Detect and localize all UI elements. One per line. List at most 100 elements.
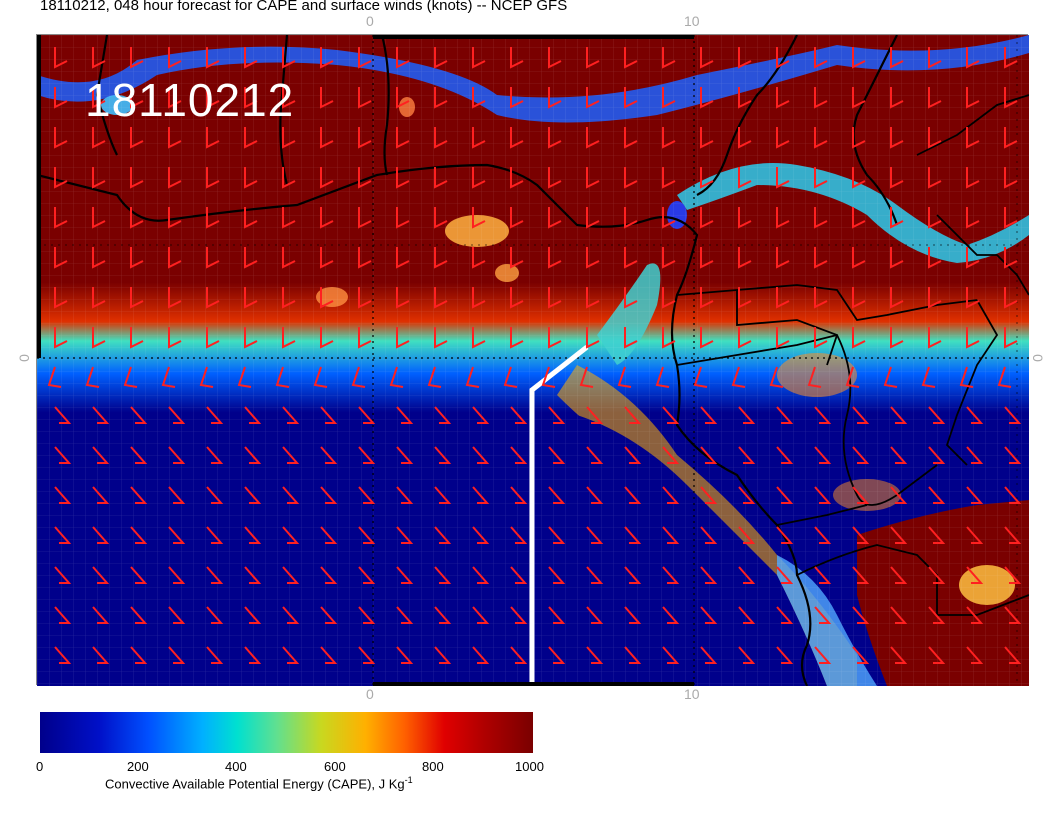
wind-barb	[358, 406, 376, 424]
wind-barb	[244, 446, 262, 464]
wind-barb	[244, 167, 258, 189]
wind-barb	[928, 646, 946, 664]
wind-barb	[472, 287, 486, 309]
wind-barb	[54, 646, 72, 664]
wind-barb	[624, 486, 642, 504]
wind-barb	[700, 606, 718, 624]
wind-barb	[472, 247, 486, 269]
wind-barb	[814, 406, 832, 424]
wind-barb	[890, 526, 908, 544]
wind-barb	[852, 167, 866, 189]
wind-barb	[1004, 406, 1022, 424]
wind-barb	[320, 566, 338, 584]
wind-barb	[662, 606, 680, 624]
tick-top-10: 10	[684, 13, 700, 29]
wind-barb	[206, 247, 220, 269]
wind-barb	[396, 287, 410, 309]
track-line	[529, 345, 589, 686]
wind-barb	[168, 287, 182, 309]
wind-barb	[776, 127, 790, 149]
wind-barb	[510, 207, 524, 229]
wind-barb	[123, 366, 138, 388]
wind-barb	[92, 526, 110, 544]
wind-barb	[434, 566, 452, 584]
wind-barb	[852, 606, 870, 624]
wind-barb	[244, 526, 262, 544]
wind-barb	[320, 646, 338, 664]
colorbar-unit-sup: -1	[404, 775, 413, 785]
wind-barb	[624, 127, 638, 149]
wind-barb	[548, 446, 566, 464]
wind-barb	[738, 127, 752, 149]
wind-barb	[662, 87, 676, 109]
wind-barb	[997, 366, 1012, 388]
wind-barb	[700, 646, 718, 664]
wind-barb	[624, 406, 642, 424]
wind-barb	[92, 446, 110, 464]
wind-barb	[358, 646, 376, 664]
wind-barb	[503, 366, 518, 388]
wind-barb	[776, 207, 790, 229]
wind-barb	[662, 207, 676, 229]
wind-barb	[92, 127, 106, 149]
wind-barb	[852, 446, 870, 464]
wind-barb	[282, 87, 296, 109]
colorbar-label: 800	[422, 759, 444, 774]
wind-barb	[776, 486, 794, 504]
wind-barb	[54, 406, 72, 424]
wind-barb	[320, 247, 334, 269]
wind-barb	[472, 207, 486, 229]
wind-barb	[1004, 247, 1018, 269]
wind-barb	[662, 287, 676, 309]
colorbar-label: 600	[324, 759, 346, 774]
wind-barb	[1004, 47, 1018, 69]
wind-barb	[814, 486, 832, 504]
wind-barb	[1004, 446, 1022, 464]
wind-barbs	[47, 47, 1022, 664]
wind-barb	[396, 486, 414, 504]
wind-barb	[472, 566, 490, 584]
wind-barb	[548, 526, 566, 544]
wind-barb	[814, 327, 828, 349]
map-panel: 18110212	[36, 34, 1029, 686]
wind-barb	[92, 566, 110, 584]
wind-barb	[928, 247, 942, 269]
wind-barb	[358, 47, 372, 69]
wind-barb	[130, 167, 144, 189]
wind-barb	[472, 167, 486, 189]
wind-barb	[434, 526, 452, 544]
wind-barb	[890, 247, 904, 269]
cape-map	[37, 35, 1029, 686]
wind-barb	[244, 207, 258, 229]
wind-barb	[54, 207, 68, 229]
wind-barb	[130, 247, 144, 269]
wind-barb	[700, 47, 714, 69]
colorbar-title-text: Convective Available Potential Energy (C…	[105, 776, 405, 792]
wind-barb	[966, 247, 980, 269]
wind-barb	[1004, 526, 1022, 544]
wind-barb	[776, 287, 790, 309]
wind-barb	[814, 207, 828, 229]
wind-barb	[54, 87, 68, 109]
top-axis-bar	[373, 35, 694, 39]
wind-barb	[966, 486, 984, 504]
wind-barb	[738, 406, 756, 424]
wind-barb	[966, 526, 984, 544]
map-title: 18110212, 048 hour forecast for CAPE and…	[40, 0, 568, 14]
colorbar-label: 200	[127, 759, 149, 774]
wind-barb	[510, 526, 528, 544]
wind-barb	[244, 87, 258, 109]
wind-barb	[282, 247, 296, 269]
wind-barb	[510, 606, 528, 624]
wind-barb	[928, 606, 946, 624]
colorbar-label: 1000	[515, 759, 544, 774]
wind-barb	[510, 486, 528, 504]
wind-barb	[396, 87, 410, 109]
wind-barb	[814, 247, 828, 269]
wind-barb	[883, 366, 898, 388]
wind-barb	[434, 247, 448, 269]
wind-barb	[1004, 207, 1018, 229]
wind-barb	[662, 247, 676, 269]
wind-barb	[548, 127, 562, 149]
wind-barb	[769, 366, 784, 388]
